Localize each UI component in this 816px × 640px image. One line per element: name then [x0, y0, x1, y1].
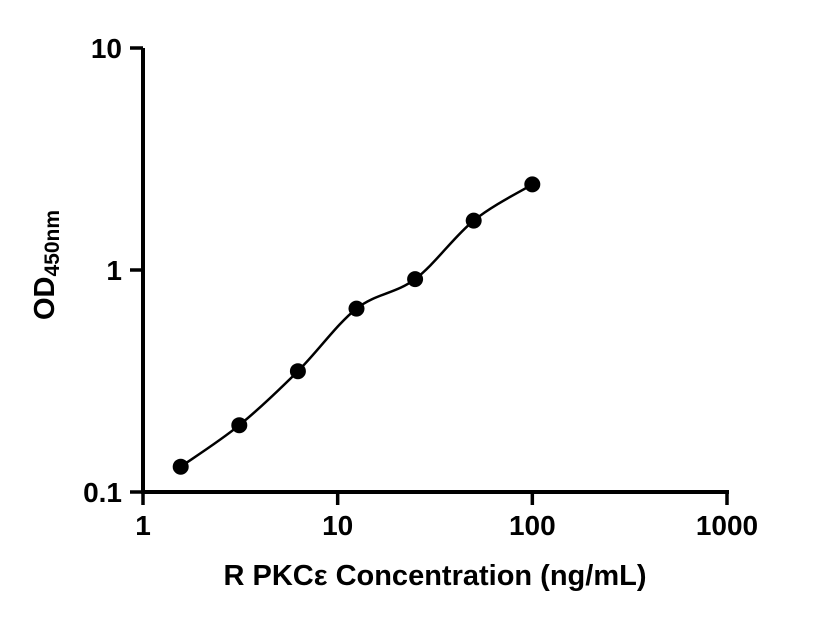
- x-tick-label: 10: [322, 510, 353, 541]
- data-point: [465, 212, 482, 229]
- data-point: [231, 417, 248, 434]
- x-tick-label: 100: [509, 510, 556, 541]
- y-axis-title-main: OD: [29, 276, 61, 321]
- y-axis-title-subscript: 450nm: [41, 209, 64, 277]
- data-point: [348, 300, 365, 317]
- y-tick-label: 10: [91, 33, 122, 64]
- y-tick-label: 1: [106, 255, 122, 286]
- data-point: [524, 176, 541, 193]
- y-axis-title: OD450nm: [29, 210, 65, 320]
- data-point: [172, 458, 189, 475]
- y-tick-label: 0.1: [83, 477, 122, 508]
- data-point: [289, 363, 306, 380]
- x-tick-label: 1: [135, 510, 151, 541]
- x-axis-title: R PKCε Concentration (ng/mL): [223, 560, 647, 592]
- data-point: [407, 271, 424, 288]
- x-tick-label: 1000: [696, 510, 758, 541]
